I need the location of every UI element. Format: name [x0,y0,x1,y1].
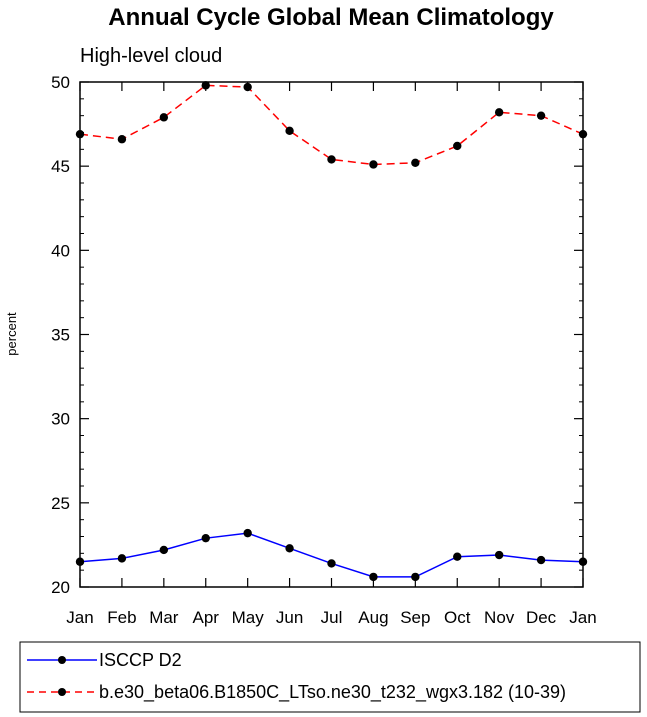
series-line-0 [79,532,584,578]
plot-area [75,81,588,582]
chart-subtitle: High-level cloud [80,45,222,67]
x-tick-label: Jun [276,608,303,627]
y-axis-label: percent [4,312,19,356]
series-0-point [411,572,420,582]
series-1-point [285,126,294,136]
series-0-point [117,554,127,563]
x-tick-label: Sep [400,608,430,627]
y-tick-label: 35 [51,326,70,345]
legend-marker-isccp [58,656,66,664]
x-tick-label: Dec [526,608,557,627]
series-1-point [411,158,420,167]
series-1-point [159,113,169,122]
x-tick-label: Feb [107,608,136,627]
legend-label-isccp: ISCCP D2 [99,650,182,670]
legend-item-model: b.e30_beta06.B1850C_LTso.ne30_t232_wgx3.… [27,682,566,703]
x-tick-label: Apr [193,608,220,627]
series-0-point [369,572,378,582]
legend-marker-model [58,688,66,696]
series-0-point [159,545,169,555]
series-0-point [201,533,210,543]
series-0-point [285,544,294,553]
y-tick-label: 20 [51,578,70,597]
series-0-point [494,550,504,560]
series-1-point [327,155,336,164]
series-1-point [494,108,504,117]
legend-item-isccp: ISCCP D2 [27,650,182,670]
x-tick-label: Oct [444,608,471,627]
series-1-point [369,160,378,169]
axes: 20 25 30 35 40 45 50 Jan Feb Mar Apr May Jun Jul Aug Se… [51,73,597,627]
y-tick-label: 50 [51,73,70,92]
series-1-point [453,141,462,151]
y-tick-label: 30 [51,410,70,429]
series-1-point [536,111,546,120]
legend-label-model: b.e30_beta06.B1850C_LTso.ne30_t232_wgx3.… [99,682,566,703]
x-tick-label: Jan [569,608,596,627]
x-tick-label: Jul [321,608,343,627]
y-tick-label: 45 [51,157,70,176]
chart-title: Annual Cycle Global Mean Climatology [108,4,554,31]
series-0-point [243,528,252,538]
x-tick-label: Mar [149,608,179,627]
series-1-point [117,135,127,144]
x-tick-label: Nov [484,608,515,627]
y-tick-label: 40 [51,241,70,260]
x-tick-label: Aug [358,608,388,627]
legend-box [19,641,641,713]
series-0-point [536,555,546,565]
series-line-1 [79,84,584,166]
y-tick-label: 25 [51,494,70,513]
series-0-point [453,552,462,561]
x-tick-label: Jan [66,608,93,627]
series-0-point [327,559,336,568]
x-tick-label: May [232,608,265,627]
